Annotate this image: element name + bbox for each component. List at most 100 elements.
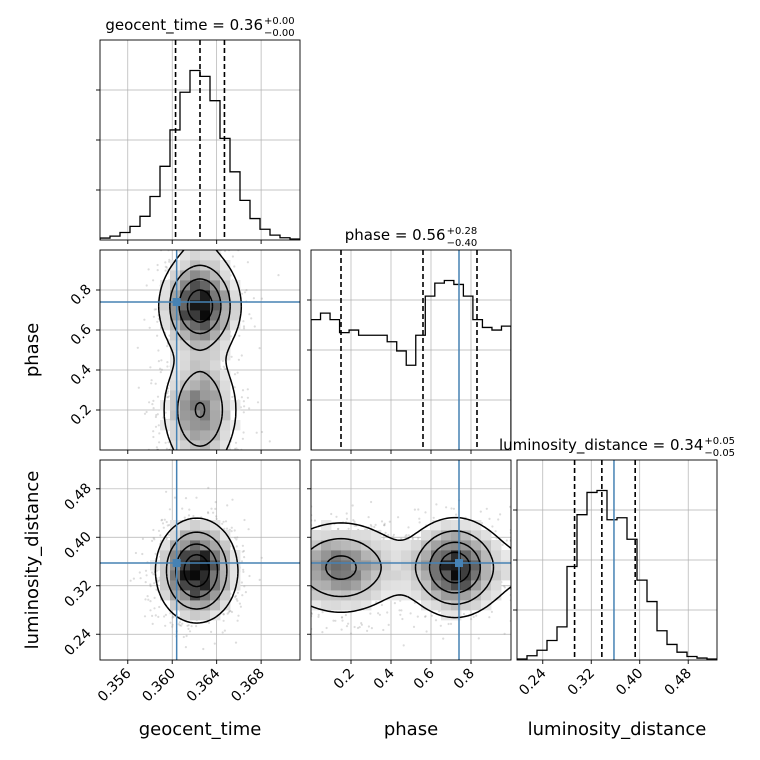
density-cell	[180, 410, 191, 421]
sample-point	[277, 274, 280, 277]
sample-point	[155, 414, 158, 417]
density-cell	[220, 410, 231, 421]
sample-point	[149, 600, 152, 603]
sample-point	[373, 525, 376, 529]
sample-point	[397, 516, 400, 519]
sample-point	[187, 624, 190, 627]
sample-point	[137, 386, 140, 389]
sample-point	[231, 498, 234, 501]
sample-point	[424, 511, 427, 514]
sample-point	[157, 360, 160, 363]
sample-point	[144, 569, 148, 572]
sample-point	[155, 446, 158, 449]
sample-point	[168, 523, 171, 527]
density-cell	[180, 340, 191, 351]
density-cell	[331, 590, 342, 601]
density-cell	[321, 590, 332, 601]
density-cell	[190, 340, 201, 351]
density-cell	[401, 550, 412, 561]
density-cell	[481, 560, 492, 571]
sample-point	[268, 440, 271, 443]
density-cell	[331, 600, 342, 611]
sample-point	[367, 625, 370, 628]
density-cell	[160, 290, 171, 301]
sample-point	[180, 624, 183, 627]
sample-point	[260, 556, 263, 559]
density-cell	[210, 520, 221, 531]
sample-point	[321, 631, 324, 634]
density-cell	[441, 610, 452, 621]
density-cell	[200, 250, 211, 261]
density-cell	[471, 580, 482, 591]
sample-point	[227, 611, 230, 614]
density-cell	[180, 370, 191, 381]
sample-point	[248, 313, 251, 316]
sample-point	[231, 395, 234, 399]
xtick-label-geocent_time: 0.364	[184, 665, 224, 705]
sample-point	[171, 625, 174, 628]
density-cell	[180, 610, 191, 621]
sample-point	[190, 625, 193, 628]
sample-point	[233, 373, 237, 376]
sample-point	[132, 577, 135, 580]
sample-point	[166, 361, 169, 364]
sample-point	[166, 524, 169, 527]
hist-panel-geocent_time: geocent_time = 0.36 +0.00−0.00	[96, 16, 301, 244]
density-cell	[401, 540, 412, 551]
sample-point	[370, 500, 373, 504]
xtick-label-phase: 0.6	[411, 665, 438, 692]
density-cell	[321, 550, 332, 561]
sample-point	[156, 320, 159, 323]
density-cell	[331, 570, 342, 581]
sample-point	[370, 627, 373, 630]
sample-point	[166, 396, 169, 399]
sample-point	[490, 610, 493, 614]
density-cell	[220, 320, 231, 331]
density-cell	[311, 560, 322, 571]
sample-point	[442, 637, 445, 640]
sample-point	[159, 534, 162, 537]
xtick-label-phase: 0.2	[331, 666, 358, 693]
sample-point	[166, 396, 170, 399]
density-cell	[220, 550, 231, 561]
density-cell	[210, 370, 221, 381]
sample-point	[153, 582, 156, 585]
sample-point	[380, 520, 384, 523]
density-cell	[471, 540, 482, 551]
density-cell	[411, 550, 422, 561]
sample-point	[143, 615, 147, 618]
sample-point	[236, 371, 239, 374]
sample-point	[236, 619, 239, 622]
density-cell	[220, 530, 231, 541]
density-cell	[341, 590, 352, 601]
density-cell	[170, 530, 181, 541]
sample-point	[159, 367, 162, 370]
sample-point	[234, 536, 237, 539]
sample-point	[364, 528, 367, 531]
density-cell	[190, 310, 201, 321]
sample-point	[505, 539, 508, 542]
title-main: geocent_time = 0.36	[105, 16, 263, 35]
density-cell	[381, 580, 392, 591]
density-cell	[200, 310, 211, 321]
density-cell	[200, 280, 211, 291]
sample-point	[148, 326, 151, 329]
sample-point	[159, 371, 162, 374]
sample-point	[240, 354, 243, 357]
sample-point	[409, 612, 412, 615]
sample-point	[161, 518, 164, 521]
density-cell	[170, 370, 181, 381]
contour-level-3	[186, 289, 214, 323]
sample-point	[503, 586, 506, 589]
xlabel-luminosity_distance: luminosity_distance	[528, 719, 707, 740]
sample-point	[160, 519, 163, 522]
sample-point	[145, 284, 148, 287]
scatter-panel-geocent_time-vs-phase	[96, 249, 301, 454]
sample-point	[247, 528, 250, 531]
density-cell	[200, 360, 211, 371]
hist-panel-luminosity_distance: luminosity_distance = 0.34 +0.05−0.05	[499, 436, 735, 664]
density-cell	[230, 570, 241, 581]
sample-point	[332, 619, 335, 622]
sample-point	[375, 601, 378, 604]
density-cell	[471, 600, 482, 611]
